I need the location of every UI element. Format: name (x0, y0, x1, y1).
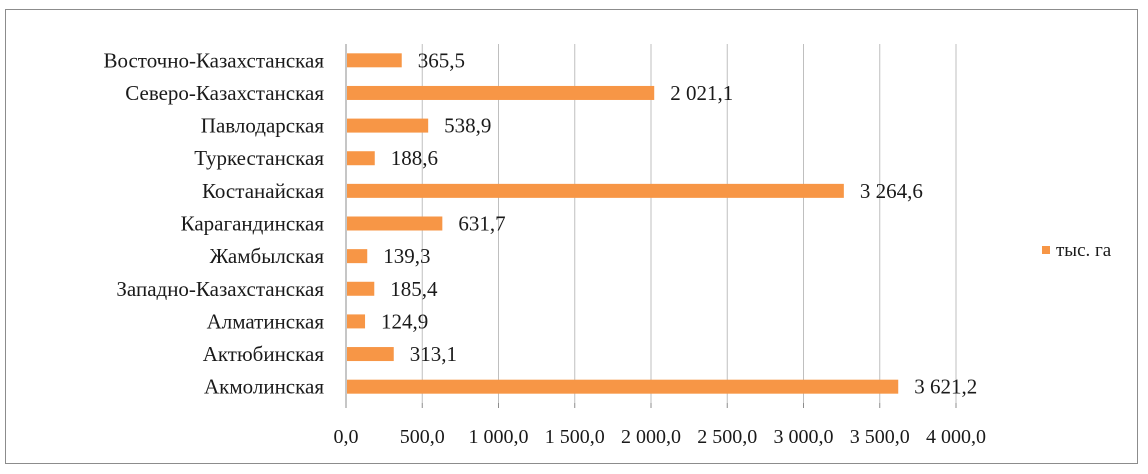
category-label: Актюбинская (203, 342, 325, 366)
legend-swatch (1042, 246, 1050, 254)
data-label: 538,9 (444, 114, 491, 138)
category-label: Павлодарская (201, 114, 325, 138)
x-tick-label: 500,0 (400, 426, 445, 448)
x-tick-label: 0,0 (334, 426, 359, 448)
bar (347, 53, 402, 68)
bar (347, 118, 429, 133)
x-tick-label: 3 000,0 (774, 426, 834, 448)
bar (347, 314, 366, 329)
category-label: Восточно-Казахстанская (103, 48, 324, 72)
data-label: 3 264,6 (860, 179, 923, 203)
bar (347, 216, 443, 231)
data-label: 365,5 (418, 48, 465, 72)
category-label: Костанайская (202, 179, 324, 203)
bar (347, 379, 899, 394)
x-tick-label: 1 500,0 (545, 426, 605, 448)
bar (347, 183, 844, 198)
bar (347, 347, 394, 362)
x-tick-label: 2 000,0 (621, 426, 681, 448)
bar (347, 151, 375, 166)
data-label: 124,9 (381, 309, 428, 333)
x-tick-label: 2 500,0 (697, 426, 757, 448)
data-label: 3 621,2 (914, 375, 977, 399)
category-label: Жамбылская (210, 244, 325, 268)
x-tick-label: 3 500,0 (850, 426, 910, 448)
data-label: 313,1 (410, 342, 457, 366)
data-label: 139,3 (383, 244, 430, 268)
x-tick-label: 1 000,0 (469, 426, 529, 448)
data-label: 2 021,1 (670, 81, 733, 105)
bar (347, 85, 655, 100)
category-label: Северо-Казахстанская (125, 81, 324, 105)
category-label: Алматинская (207, 309, 325, 333)
category-label: Акмолинская (204, 375, 324, 399)
category-label: Карагандинская (181, 212, 325, 236)
bar (347, 249, 368, 264)
chart-frame: Восточно-Казахстанская Северо-Казахстанск… (5, 9, 1138, 464)
data-label: 631,7 (458, 212, 505, 236)
x-tick-label: 4 000,0 (926, 426, 986, 448)
bar (347, 281, 375, 296)
bar-chart: Восточно-Казахстанская Северо-Казахстанск… (103, 44, 1112, 448)
data-label: 185,4 (390, 277, 438, 301)
category-label: Туркестанская (194, 146, 324, 170)
category-label: Западно-Казахстанская (116, 277, 324, 301)
legend-label: тыс. га (1056, 240, 1112, 261)
data-label: 188,6 (391, 146, 438, 170)
